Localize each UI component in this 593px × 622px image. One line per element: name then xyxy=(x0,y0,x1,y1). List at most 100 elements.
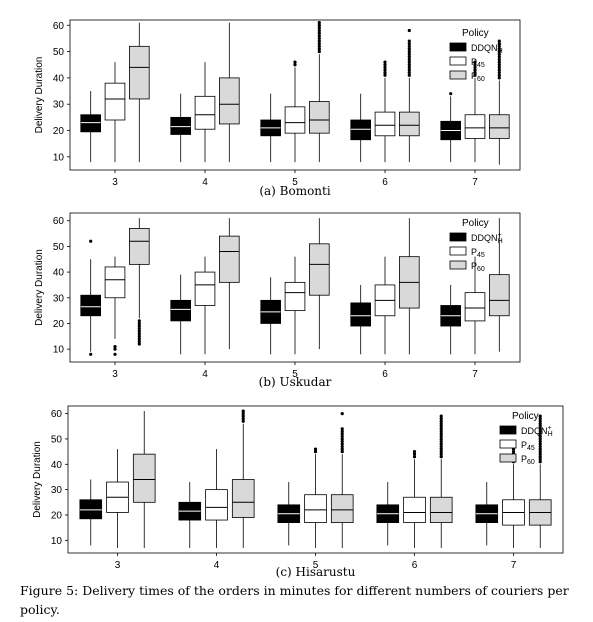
box-3-60 xyxy=(128,22,150,163)
box-5-60 xyxy=(308,218,330,350)
outlier-point xyxy=(317,21,321,25)
box-3-H xyxy=(80,239,102,356)
outlier-point xyxy=(538,460,542,464)
outlier-point xyxy=(340,447,344,451)
outlier-point xyxy=(407,28,411,33)
x-tick-label: 4 xyxy=(202,369,208,380)
outlier-point xyxy=(293,60,297,64)
legend-item: DDQN+ H xyxy=(499,425,553,438)
outlier-point xyxy=(412,450,417,454)
outlier-point xyxy=(497,68,501,72)
outlier-point xyxy=(412,455,417,459)
outlier-point xyxy=(497,71,501,75)
box-iqr xyxy=(79,499,103,520)
subcaption: (a) Bomonti xyxy=(259,184,331,198)
x-tick-label: 3 xyxy=(112,177,118,188)
outlier-point xyxy=(538,457,542,461)
outlier-point xyxy=(439,450,443,454)
box-7-60 xyxy=(528,414,552,548)
outlier-point xyxy=(497,63,501,67)
box-4-45 xyxy=(205,449,228,548)
y-tick-label: 20 xyxy=(51,510,63,521)
outlier-point xyxy=(538,414,542,418)
box-5-45 xyxy=(284,60,306,163)
outlier-point xyxy=(340,427,344,431)
box-7-45 xyxy=(464,60,486,163)
outlier-point xyxy=(137,342,141,346)
box-iqr xyxy=(350,119,371,141)
legend-item: DDQN+ H xyxy=(449,232,503,245)
legend-item: DDQN+ H xyxy=(449,42,503,55)
box-5-H xyxy=(260,93,281,163)
box-iqr xyxy=(488,114,510,139)
outlier-point xyxy=(137,324,141,328)
outlier-point xyxy=(241,414,245,418)
outlier-point xyxy=(340,444,344,449)
outlier-point xyxy=(538,429,542,433)
outlier-point xyxy=(412,452,417,456)
outlier-point xyxy=(137,337,141,341)
y-tick-label: 10 xyxy=(53,152,65,163)
outlier-point xyxy=(538,422,542,426)
outlier-point xyxy=(439,455,443,459)
box-iqr xyxy=(218,235,240,283)
outlier-point xyxy=(538,444,542,449)
x-tick-label: 5 xyxy=(292,177,298,188)
y-tick-label: 50 xyxy=(53,47,65,58)
outlier-point xyxy=(538,450,542,454)
outlier-point xyxy=(383,65,387,69)
outlier-point xyxy=(407,42,411,46)
x-tick-label: 6 xyxy=(382,177,388,188)
box-iqr xyxy=(194,271,216,306)
outlier-point xyxy=(383,68,387,72)
outlier-point xyxy=(407,39,411,43)
box-4-45 xyxy=(194,62,216,163)
outlier-point xyxy=(317,39,321,43)
legend-label: DDQN+ H xyxy=(521,425,553,438)
y-axis-label: Delivery Duration xyxy=(32,441,43,518)
box-7-45 xyxy=(464,256,486,355)
legend-swatch xyxy=(449,232,467,242)
box-iqr xyxy=(398,111,420,137)
outlier-point xyxy=(473,68,477,72)
outlier-point xyxy=(407,47,411,51)
box-4-60 xyxy=(218,22,240,163)
figure-caption: Figure 5: Delivery times of the orders i… xyxy=(20,583,569,617)
outlier-point xyxy=(241,412,245,416)
subcaption: (c) Hisarustu xyxy=(276,565,356,579)
outlier-point xyxy=(293,63,297,67)
outlier-point xyxy=(473,71,477,75)
legend-label: DDQN+ H xyxy=(471,42,503,55)
x-tick-label: 6 xyxy=(382,369,388,380)
outlier-point xyxy=(439,414,443,418)
outlier-point xyxy=(317,36,321,41)
legend-item: P60 xyxy=(449,70,485,83)
y-tick-label: 40 xyxy=(53,268,65,279)
box-6-H xyxy=(350,284,371,355)
outlier-point xyxy=(313,447,318,451)
outlier-point xyxy=(113,347,117,351)
outlier-point xyxy=(497,47,501,51)
outlier-point xyxy=(439,419,443,423)
box-4-H xyxy=(170,274,192,355)
outlier-point xyxy=(89,239,93,243)
outlier-point xyxy=(340,412,344,416)
box-iqr xyxy=(104,82,126,121)
outlier-point xyxy=(241,419,245,423)
y-tick-label: 30 xyxy=(51,485,63,496)
outlier-point xyxy=(407,68,411,72)
box-iqr xyxy=(194,95,216,130)
outlier-point xyxy=(538,455,542,459)
legend-item: P60 xyxy=(499,453,535,466)
outlier-point xyxy=(317,49,321,54)
x-tick-label: 4 xyxy=(214,560,220,571)
outlier-point xyxy=(340,432,344,436)
box-iqr xyxy=(308,243,330,296)
outlier-point xyxy=(383,63,387,67)
outlier-point xyxy=(137,319,141,323)
legend-swatch xyxy=(449,246,467,256)
y-tick-label: 60 xyxy=(51,409,63,420)
y-tick-label: 60 xyxy=(53,216,65,227)
legend-item: P60 xyxy=(449,260,485,273)
outlier-point xyxy=(439,429,443,433)
